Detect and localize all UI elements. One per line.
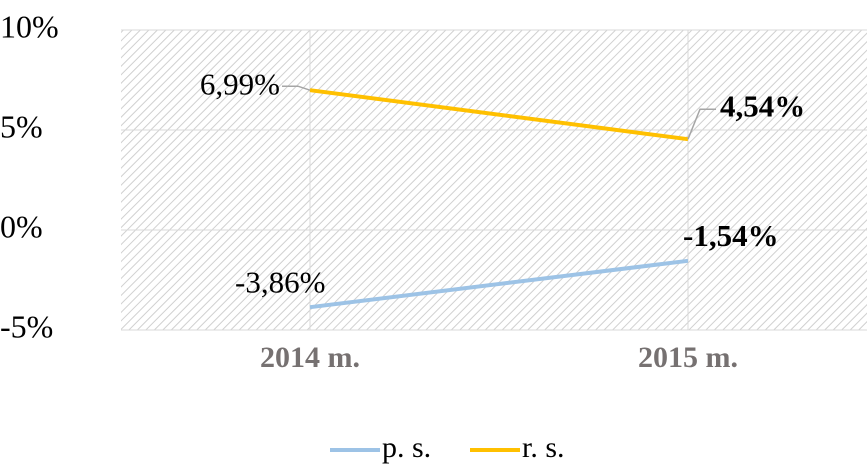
- y-tick-label: -5%: [0, 308, 53, 344]
- legend-label: r. s.: [522, 431, 565, 464]
- y-tick-label: 0%: [0, 208, 43, 244]
- series-line: [309, 258, 689, 310]
- leader-line: [687, 108, 716, 140]
- x-tick-label: 2014 m.: [260, 341, 360, 374]
- y-tick-label: 5%: [0, 108, 43, 144]
- data-label: 4,54%: [720, 88, 805, 123]
- plot-area: [121, 30, 867, 330]
- y-tick-label: 10%: [0, 8, 59, 44]
- series-line: [309, 88, 689, 142]
- data-label: 6,99%: [200, 66, 280, 101]
- leader-line: [282, 85, 311, 91]
- data-label: -1,54%: [683, 218, 779, 253]
- data-label: -3,86%: [235, 264, 325, 299]
- x-tick-label: 2015 m.: [638, 341, 738, 374]
- legend-label: p. s.: [382, 431, 431, 464]
